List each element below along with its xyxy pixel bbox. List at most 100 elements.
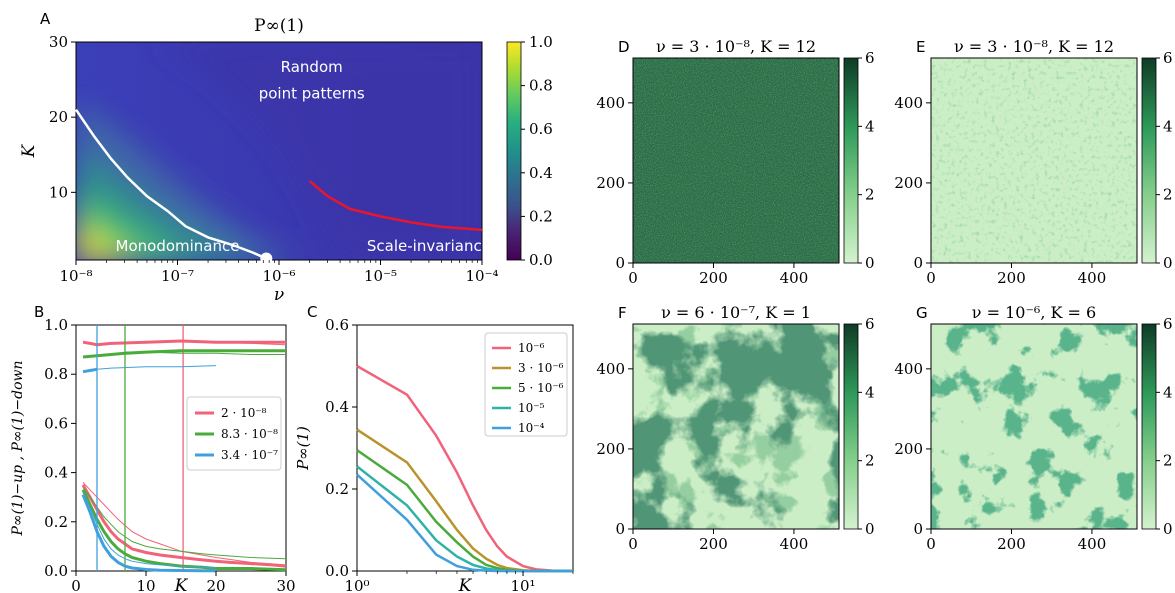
panel-f-frame	[632, 323, 840, 530]
panel-d-xtick-label: 200	[699, 269, 728, 287]
panel-a-phase-diagram: 10⁻⁸ 10⁻⁷ 10⁻⁶ 10⁻⁵ 10⁻⁴ 10 20 30 P∞(1) ν K Ran…	[19, 16, 553, 305]
colorbar-tick-label: 0.4	[529, 164, 553, 182]
panel-f-xtick-label: 200	[699, 535, 728, 553]
panel-c-legend-label: 3 · 10⁻⁶	[518, 361, 564, 375]
panel-c-series	[356, 364, 574, 573]
panel-f-ytick-label: 0	[615, 520, 625, 538]
panel-b-ytick-label: 0.0	[44, 562, 68, 580]
panel-c-series-line	[356, 364, 574, 573]
lattice-axes: ν = 3 · 10⁻⁸, K = 120 200 40002004000246ν …	[596, 37, 1172, 553]
panel-b-ytick-label: 0.2	[44, 513, 68, 531]
panel-d-xtick-label: 0	[628, 269, 638, 287]
panel-b-ytick-label: 1.0	[44, 316, 68, 334]
panel-d-ytick-label: 400	[596, 94, 625, 112]
panel-g-colorbar-tick-label: 4	[1163, 383, 1173, 401]
panel-c-legend-label: 5 · 10⁻⁶	[518, 381, 564, 395]
panel-b-xtick-label: 0	[71, 577, 81, 593]
panel-c-ylabel: P∞(1)	[294, 426, 312, 471]
panel-a-annotation: point patterns	[259, 84, 365, 102]
panel-c-legend-label: 10⁻⁴	[518, 421, 545, 435]
panel-a-xtick-label: 10⁻⁶	[262, 267, 295, 285]
panel-label-f: F	[618, 304, 627, 322]
panel-a-ytick-label: 20	[49, 108, 68, 126]
panel-c-series-line	[356, 449, 573, 573]
panel-b-ytick-label: 0.6	[44, 414, 68, 432]
panel-a-annotation: Random	[281, 58, 343, 76]
panel-f-colorbar	[843, 323, 859, 530]
panel-g-lattice	[931, 324, 1137, 529]
scale-invariance-curve	[308, 180, 483, 232]
panel-b-xlabel: K	[174, 576, 189, 593]
panel-e-ytick-label: 400	[894, 94, 923, 112]
colorbar-tick-label: 1.0	[529, 33, 553, 51]
panel-a-xtick-label: 10⁻⁸	[59, 267, 92, 285]
panel-b-xtick-label: 30	[276, 577, 295, 593]
panel-f-ytick-label: 400	[596, 360, 625, 378]
panel-b-xtick-label: 20	[206, 577, 225, 593]
panel-g-xtick-label: 200	[997, 535, 1026, 553]
panel-f-colorbar-tick-label: 6	[865, 315, 875, 333]
colorbar-tick-label: 0.2	[529, 207, 553, 225]
panel-e-title: ν = 3 · 10⁻⁸, K = 12	[954, 37, 1114, 56]
panel-b-legend: 2 · 10⁻⁸ 8.3 · 10⁻⁸ 3.4 · 10⁻⁷	[186, 396, 282, 471]
panel-f-xtick-label: 400	[780, 535, 809, 553]
critical-point-marker	[260, 252, 273, 265]
panel-a-ytick-label: 30	[49, 33, 68, 51]
panel-label-e: E	[916, 38, 925, 56]
panel-c-ytick-label: 0.0	[325, 562, 349, 580]
panel-b-up-thin-line	[96, 365, 217, 370]
panel-g-colorbar-tick-label: 0	[1163, 520, 1173, 538]
panel-a-axes: 10⁻⁸ 10⁻⁷ 10⁻⁶ 10⁻⁵ 10⁻⁴ 10 20 30	[49, 33, 499, 285]
panel-d-ytick-label: 0	[615, 254, 625, 272]
panel-e-xtick-label: 400	[1078, 269, 1107, 287]
panel-g-colorbar-tick-label: 2	[1163, 452, 1173, 470]
panel-d-title: ν = 3 · 10⁻⁸, K = 12	[656, 37, 816, 56]
panel-b-legend-label: 8.3 · 10⁻⁸	[221, 427, 278, 441]
panel-label-c: C	[307, 303, 317, 321]
panel-a-xlabel: ν	[274, 285, 284, 305]
panel-g-texture	[931, 324, 1137, 529]
panel-c-line-chart: 10⁰ 10¹ 0.0 0.2 0.4 0.6 K P∞(1) 10⁻⁶ 3 · 10⁻⁶ 5…	[294, 316, 574, 593]
colorbar-tick-label: 0.0	[529, 251, 553, 269]
panel-g-colorbar-tick-label: 6	[1163, 315, 1173, 333]
panel-d-colorbar-tick-label: 4	[865, 117, 875, 135]
panel-c-series-line	[356, 465, 573, 573]
colorbar-tick-label: 0.8	[529, 77, 553, 95]
panel-e-colorbar-tick-label: 0	[1163, 254, 1173, 272]
panel-labels: A B C D E F G	[34, 10, 928, 322]
panel-a-title: P∞(1)	[254, 16, 304, 36]
panel-f-texture-dark	[633, 324, 839, 529]
panel-g-xtick-label: 0	[926, 535, 936, 553]
panel-g-frame	[930, 323, 1138, 530]
panel-e-colorbar-tick-label: 6	[1163, 49, 1173, 67]
panel-b-ylabel: P∞(1)−up , P∞(1)−down	[10, 360, 26, 536]
panel-b-down-thin-line	[82, 482, 287, 566]
panel-c-series-line	[356, 473, 573, 573]
panel-g-title: ν = 10⁻⁶, K = 6	[972, 303, 1096, 322]
panel-f-ytick-label: 200	[596, 440, 625, 458]
panel-b-up-thick-line	[82, 367, 98, 374]
panel-a-annotation: Scale-invariance	[367, 237, 491, 255]
panel-f-colorbar-tick-label: 0	[865, 520, 875, 538]
panel-b-down-thin-line	[82, 487, 287, 560]
panel-b-ytick-label: 0.8	[44, 365, 68, 383]
panel-e-xtick-label: 200	[997, 269, 1026, 287]
panel-d-ytick-label: 200	[596, 174, 625, 192]
panel-d-lattice	[633, 58, 839, 263]
panel-c-xtick-label: 10⁰	[344, 577, 369, 593]
panel-f-colorbar-tick-label: 2	[865, 452, 875, 470]
panel-c-frame	[356, 324, 574, 572]
panel-c-legend: 10⁻⁶ 3 · 10⁻⁶ 5 · 10⁻⁶ 10⁻⁵ 10⁻⁴	[484, 332, 568, 437]
panel-e-colorbar-tick-label: 4	[1163, 117, 1173, 135]
panel-c-ytick-label: 0.2	[325, 480, 349, 498]
panel-b-legend-label: 3.4 · 10⁻⁷	[221, 448, 278, 462]
panel-g-ytick-label: 0	[913, 520, 923, 538]
panel-b-down-thick-line	[81, 484, 287, 568]
panel-a-colorbar	[506, 41, 522, 261]
colorbar-tick-label: 0.6	[529, 120, 553, 138]
panel-e-ytick-label: 200	[894, 174, 923, 192]
panel-d-texture	[633, 58, 839, 263]
panel-c-legend-label: 10⁻⁶	[518, 341, 545, 355]
panel-label-a: A	[40, 10, 51, 28]
